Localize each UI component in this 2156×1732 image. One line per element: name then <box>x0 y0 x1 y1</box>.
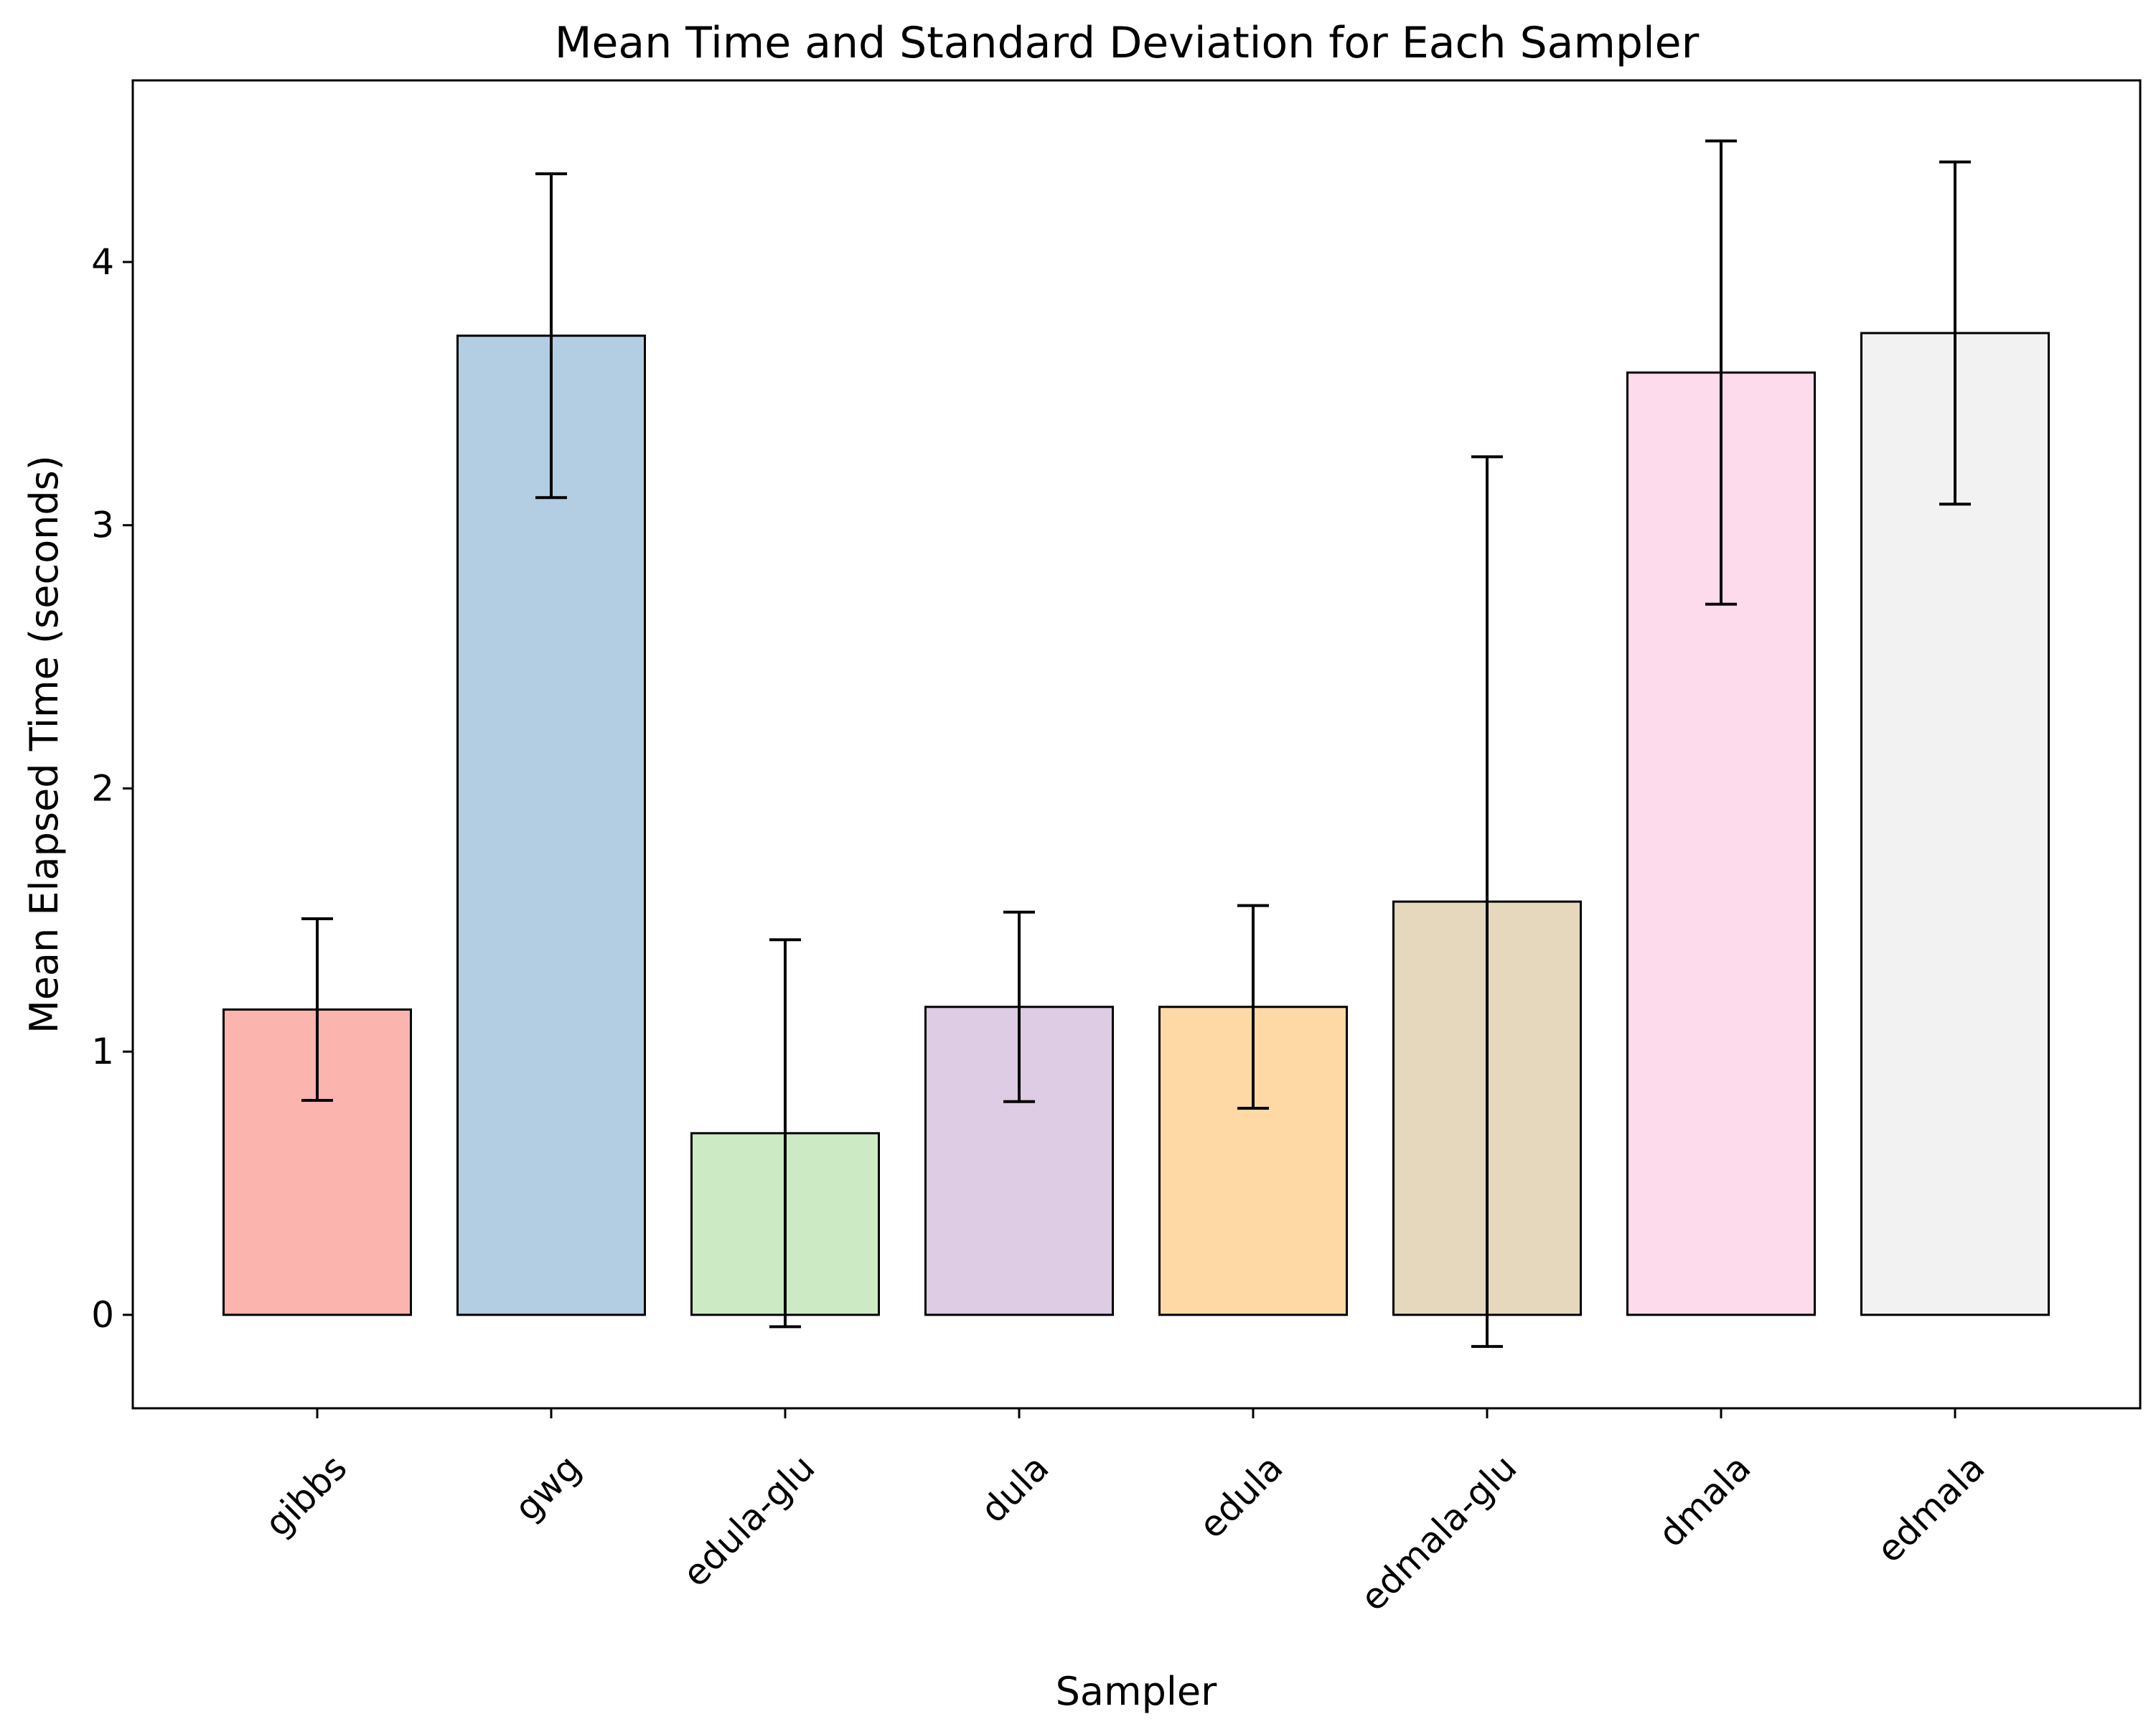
error-bar-dmala <box>1705 139 1737 606</box>
x-tick-label-dmala: dmala <box>1650 1446 1758 1555</box>
chart-title: Mean Time and Standard Deviation for Eac… <box>555 18 1700 68</box>
y-tick-label: 2 <box>91 767 114 809</box>
x-tick-label-gibbs: gibbs <box>257 1446 355 1545</box>
x-tick-label-gwg: gwg <box>507 1446 589 1529</box>
error-bar-edmala-glu <box>1471 455 1503 1348</box>
x-tick-label-edula: edula <box>1191 1446 1290 1546</box>
error-bar-dula <box>1003 910 1035 1103</box>
x-tick-label-edmala: edmala <box>1869 1446 1993 1570</box>
y-tick-label: 1 <box>91 1031 114 1072</box>
x-tick-label-dula: dula <box>972 1446 1056 1530</box>
error-bar-edula-glu <box>769 938 801 1329</box>
y-tick-label: 3 <box>91 505 114 546</box>
plot-frame <box>131 79 2142 1410</box>
error-bar-edula <box>1237 904 1269 1110</box>
x-axis-label: Sampler <box>1056 1669 1217 1714</box>
y-tick-label: 4 <box>91 241 114 283</box>
y-axis-label: Mean Elapsed Time (seconds) <box>22 455 67 1034</box>
y-axis-ticks: 0 1 2 3 4 <box>91 241 133 1336</box>
bars-layer <box>222 332 2050 1316</box>
error-bar-gwg <box>535 172 567 500</box>
error-bar-gibbs <box>301 917 333 1102</box>
error-bar-edmala <box>1939 160 1971 506</box>
y-tick-label: 0 <box>91 1294 114 1336</box>
x-axis-ticks: gibbs gwg edula-glu dula edula edmala-glu dmal… <box>257 1408 1993 1619</box>
x-tick-label-edmala-glu: edmala-glu <box>1352 1446 1524 1619</box>
x-tick-label-edula-glu: edula-glu <box>675 1446 823 1595</box>
error-bars-layer <box>301 139 1971 1348</box>
